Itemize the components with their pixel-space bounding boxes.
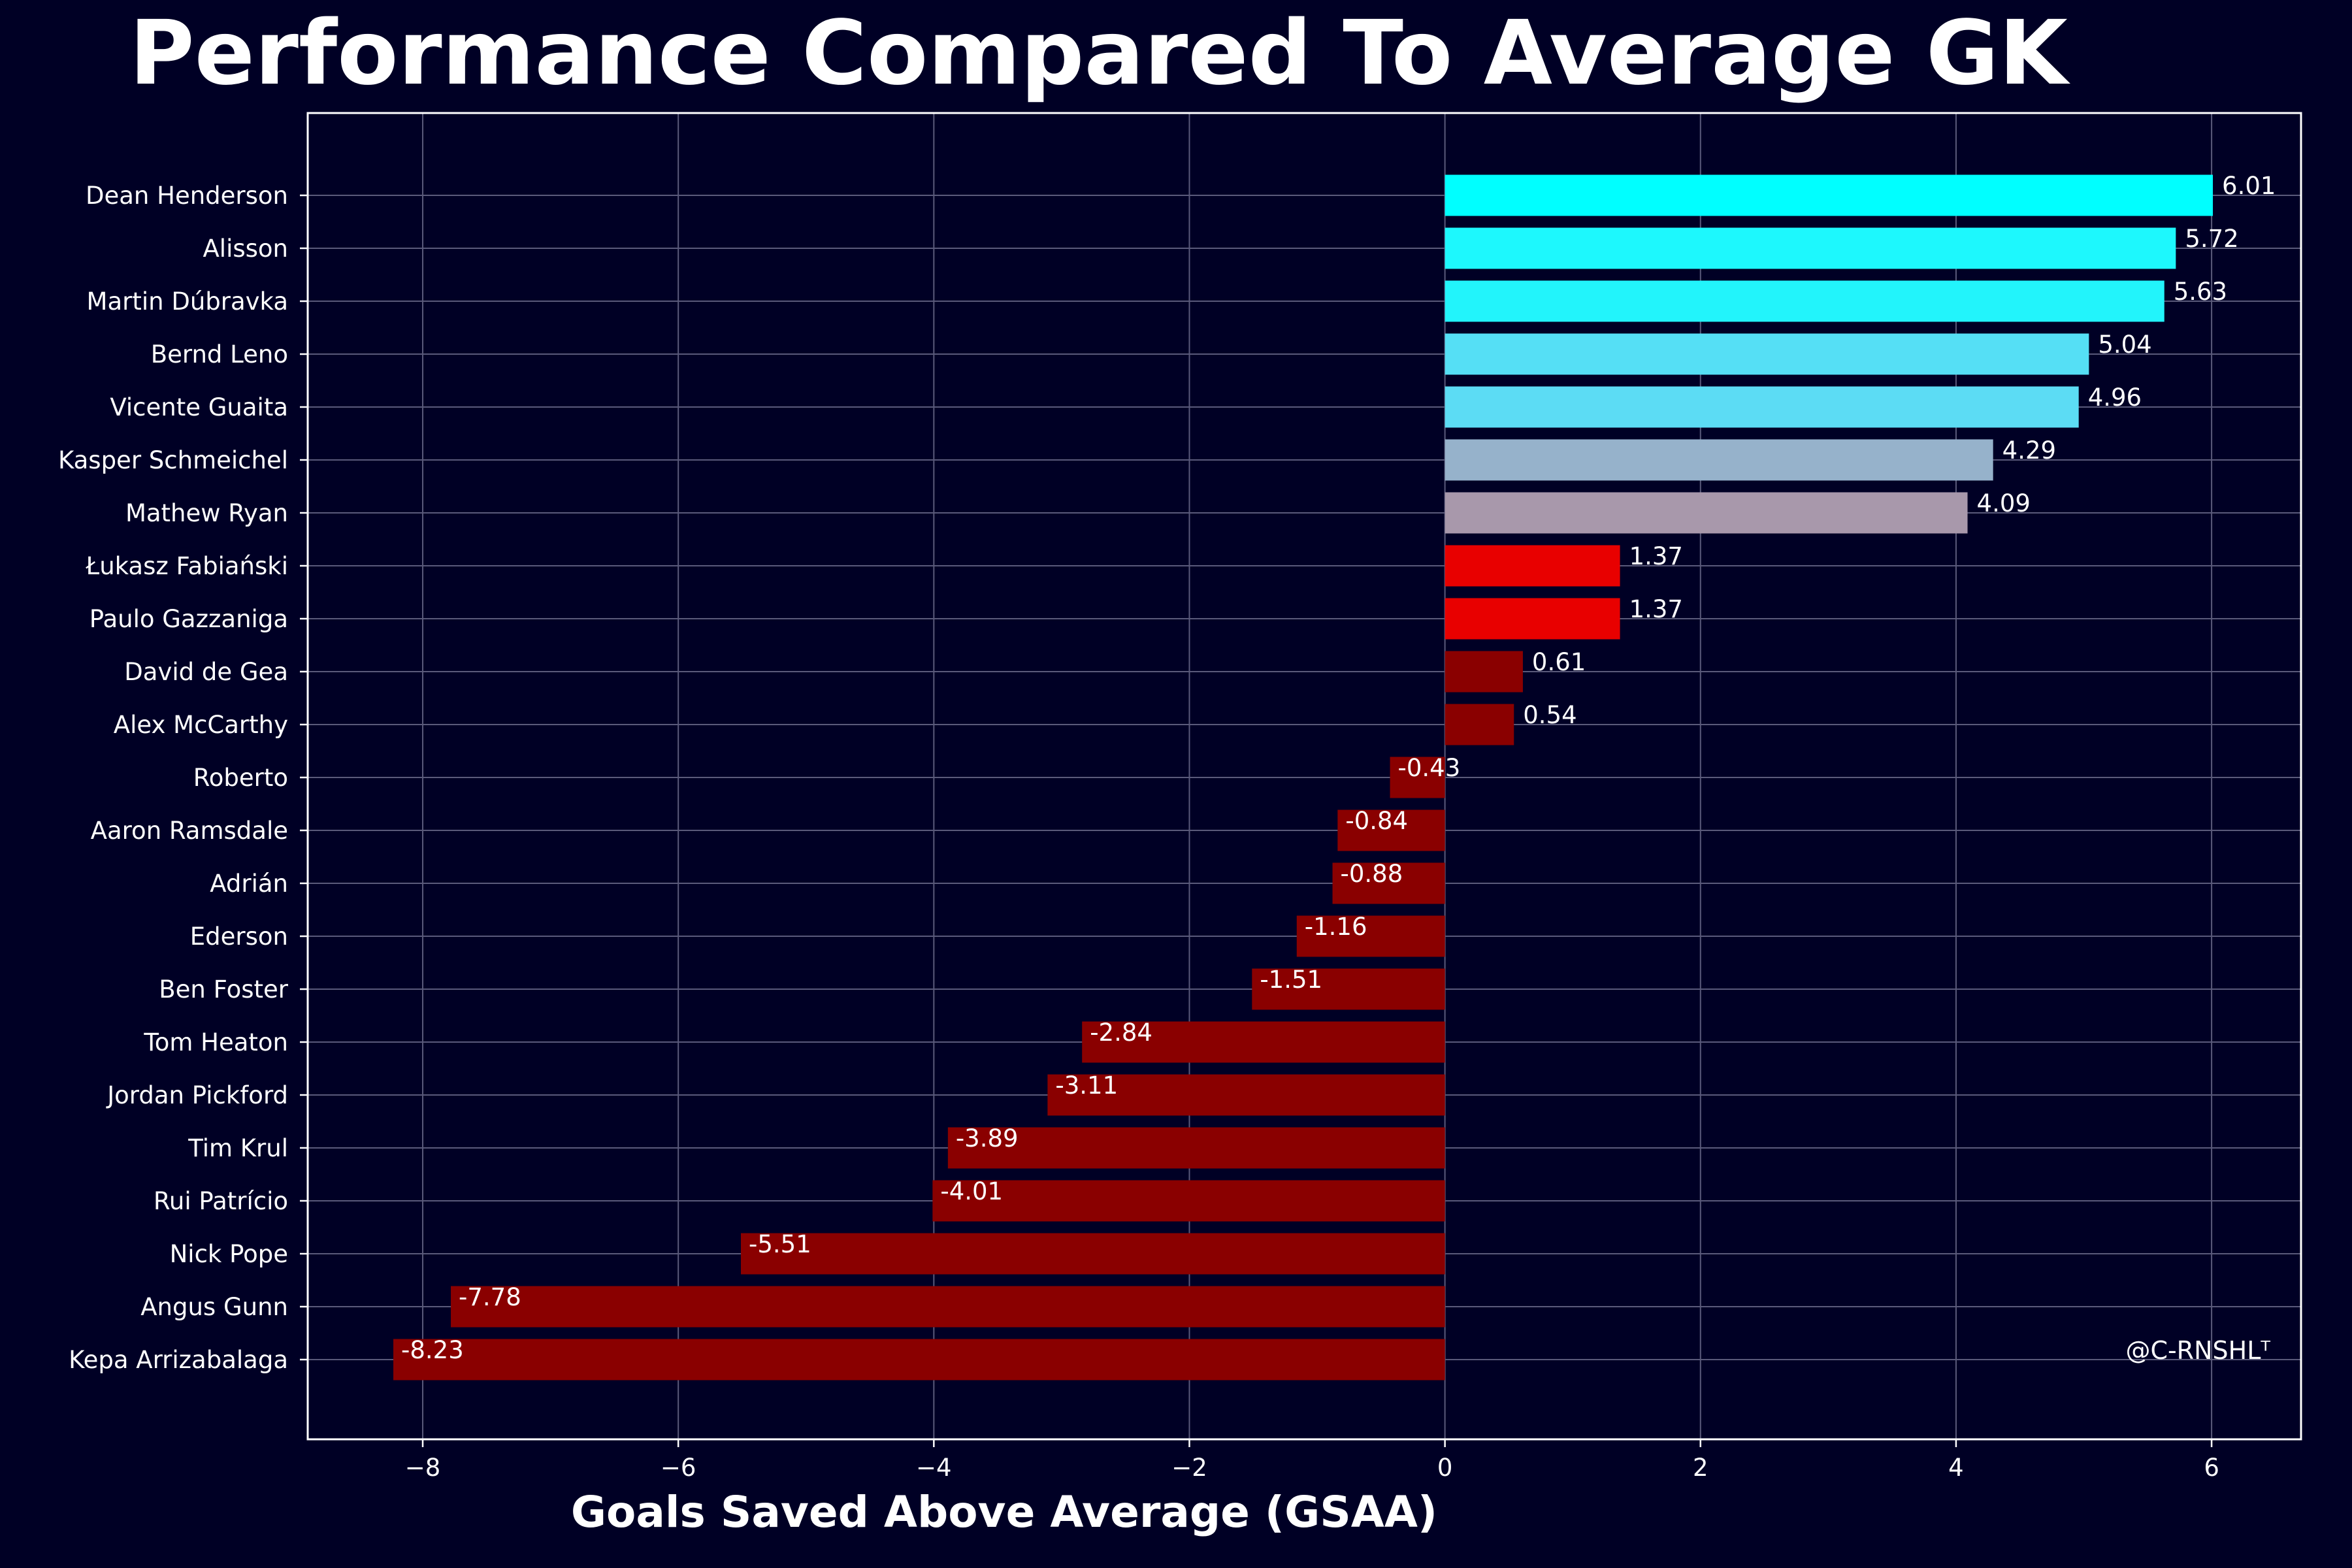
x-tick-label: −2 xyxy=(1171,1454,1207,1482)
bar xyxy=(1445,439,1993,481)
bar xyxy=(1252,968,1445,1010)
data-label: -1.16 xyxy=(1305,913,1367,941)
x-tick-label: −4 xyxy=(916,1454,952,1482)
data-label: 6.01 xyxy=(2222,172,2276,200)
y-tick-label: Ederson xyxy=(190,923,288,951)
data-label: -7.78 xyxy=(459,1283,521,1311)
bar xyxy=(1390,757,1445,798)
y-tick-label: Łukasz Fabiański xyxy=(85,552,288,580)
bar xyxy=(1332,862,1445,904)
y-tick-label: Aaron Ramsdale xyxy=(91,817,288,845)
data-labels: 6.01 5.72 5.63 5.04 4.96 4.29 4.09 1.37 1.37 0.61… xyxy=(401,172,2276,1364)
bar xyxy=(1337,809,1445,851)
x-tick-label: 6 xyxy=(2204,1454,2219,1482)
bar xyxy=(1296,915,1445,957)
bar xyxy=(1445,386,2079,428)
data-label: -3.89 xyxy=(956,1124,1019,1152)
data-label: -0.43 xyxy=(1398,754,1461,782)
data-label: 0.54 xyxy=(1523,701,1576,729)
bar xyxy=(1445,280,2164,322)
plot-frame xyxy=(306,112,2302,1441)
data-label: 1.37 xyxy=(1629,595,1683,623)
bar xyxy=(932,1180,1445,1222)
y-tick-label: Jordan Pickford xyxy=(106,1081,288,1109)
bar xyxy=(947,1127,1445,1169)
data-label: 5.63 xyxy=(2174,278,2227,306)
y-tick-label: Paulo Gazzaniga xyxy=(90,605,288,633)
bar xyxy=(1445,651,1523,693)
x-tick-label: −8 xyxy=(405,1454,441,1482)
data-label: -1.51 xyxy=(1260,966,1322,994)
data-label: -2.84 xyxy=(1090,1019,1152,1047)
x-tick-label: 2 xyxy=(1693,1454,1708,1482)
data-label: 1.37 xyxy=(1629,542,1683,570)
y-tick-label: Nick Pope xyxy=(170,1240,288,1268)
bar xyxy=(1445,333,2089,375)
bar xyxy=(1445,492,1968,534)
bar xyxy=(1445,598,1620,640)
y-tick-label: Rui Patrício xyxy=(154,1187,288,1215)
y-tick-label: Kasper Schmeichel xyxy=(58,446,288,474)
data-label: 4.96 xyxy=(2088,384,2142,412)
data-label: -5.51 xyxy=(749,1230,811,1258)
bar xyxy=(451,1286,1445,1328)
data-label: 5.72 xyxy=(2185,225,2238,253)
y-tick-label: Dean Henderson xyxy=(86,182,288,210)
y-tick-label: Ben Foster xyxy=(159,975,289,1004)
y-tick-label: Mathew Ryan xyxy=(125,499,288,527)
data-label: -4.01 xyxy=(940,1177,1003,1205)
bar xyxy=(1445,545,1620,587)
bar xyxy=(1445,174,2213,216)
data-label: -8.23 xyxy=(401,1336,464,1364)
bar xyxy=(741,1233,1445,1275)
y-tick-label: Roberto xyxy=(193,764,288,792)
y-tick-label: David de Gea xyxy=(124,658,288,686)
bar xyxy=(393,1339,1445,1380)
bar xyxy=(1082,1021,1445,1063)
y-tick-labels: Dean Henderson Alisson Martin Dúbravka Bern… xyxy=(58,182,308,1374)
data-label: 5.04 xyxy=(2098,331,2151,359)
y-tick-label: Tim Krul xyxy=(188,1134,288,1162)
y-tick-label: Angus Gunn xyxy=(140,1293,288,1321)
data-label: 4.29 xyxy=(2002,436,2056,465)
x-tick-label: 0 xyxy=(1437,1454,1453,1482)
y-tick-label: Tom Heaton xyxy=(143,1028,288,1056)
y-tick-label: Kepa Arrizabalaga xyxy=(69,1346,288,1374)
data-label: -3.11 xyxy=(1055,1071,1118,1100)
data-label: 4.09 xyxy=(1977,489,2031,517)
bar xyxy=(1047,1074,1445,1116)
y-tick-label: Martin Dúbravka xyxy=(87,287,288,316)
bar xyxy=(1445,227,2176,269)
x-axis-label: Goals Saved Above Average (GSAA) xyxy=(571,1487,1437,1537)
y-tick-label: Alex McCarthy xyxy=(114,711,288,739)
data-label: 0.61 xyxy=(1532,648,1586,676)
y-tick-label: Vicente Guaita xyxy=(110,393,288,421)
y-tick-label: Adrián xyxy=(210,870,288,898)
chart-title: Performance Compared To Average GK xyxy=(129,2,2070,105)
data-label: -0.84 xyxy=(1345,807,1408,835)
bars xyxy=(393,174,2213,1380)
x-tick-label: 4 xyxy=(1948,1454,1964,1482)
bar xyxy=(1445,704,1514,745)
data-label: -0.88 xyxy=(1341,860,1403,888)
y-tick-label: Alisson xyxy=(203,235,288,263)
x-tick-label: −6 xyxy=(661,1454,696,1482)
watermark: @C-RNSHLᵀ xyxy=(2125,1336,2270,1365)
x-tick-labels: −8 −6 −4 −2 0 2 4 6 xyxy=(405,1439,2219,1482)
y-tick-label: Bernd Leno xyxy=(151,340,288,368)
